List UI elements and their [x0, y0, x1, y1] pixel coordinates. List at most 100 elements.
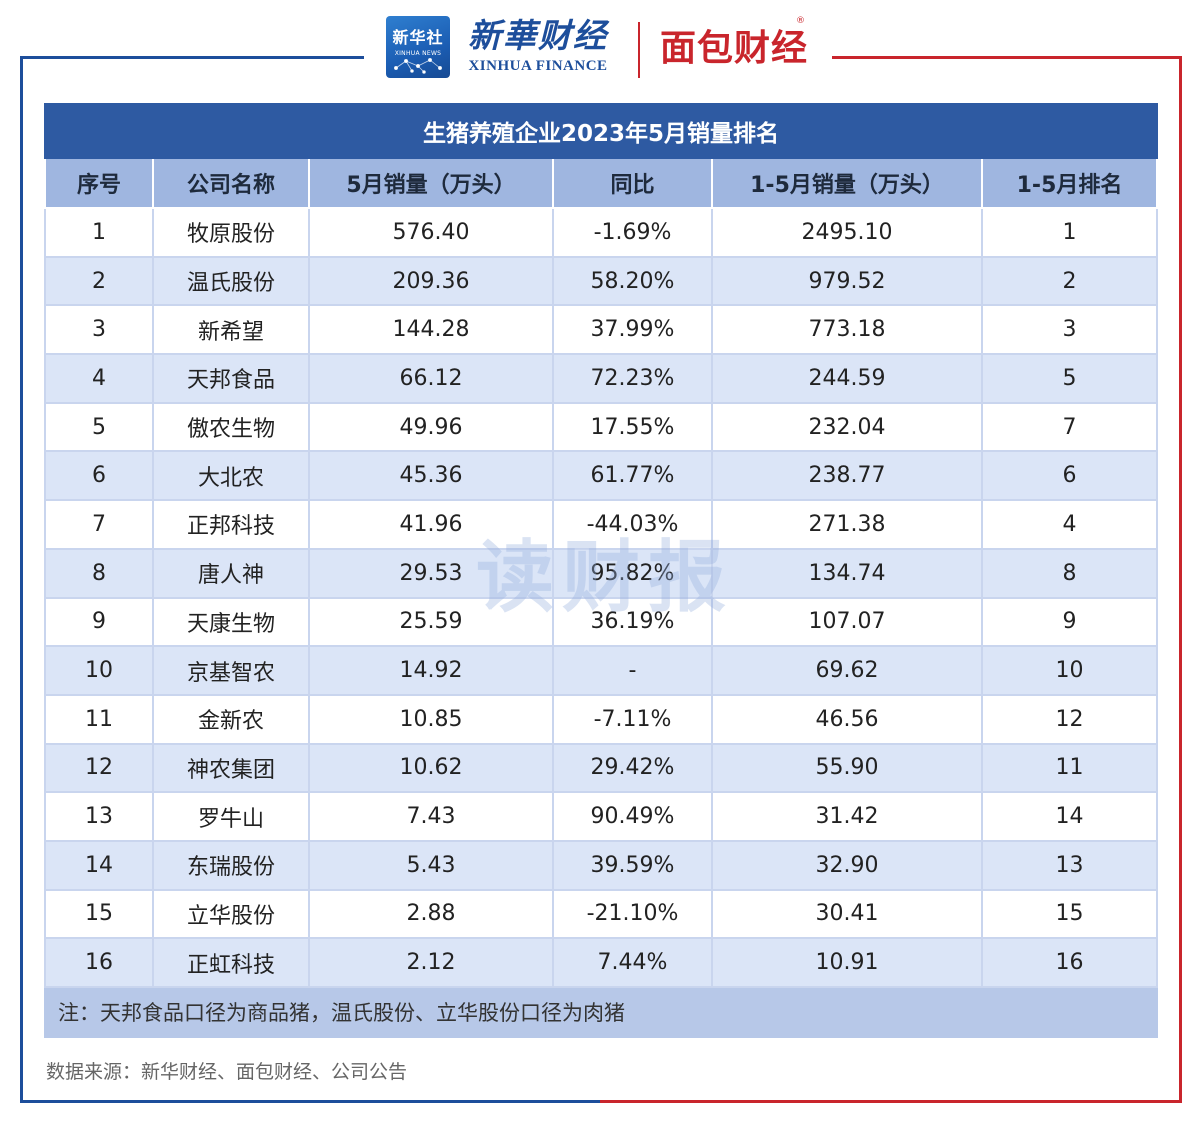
table-title: 生猪养殖企业2023年5月销量排名 [44, 103, 1158, 159]
table-row: 13 罗牛山 7.43 90.49% 31.42 14 [44, 791, 1158, 842]
table-cell: 7.43 [308, 791, 554, 842]
table-cell: 16 [44, 937, 154, 988]
table-cell: 2495.10 [711, 207, 983, 258]
table-cell: 10.62 [308, 742, 554, 794]
table-cell: 2.12 [308, 937, 554, 988]
table-cell: 14.92 [308, 645, 554, 696]
table-cell: 5 [44, 401, 154, 453]
table-row: 5 傲农生物 49.96 17.55% 232.04 7 [44, 401, 1158, 453]
table-cell: 1 [981, 207, 1158, 258]
table-cell: 15 [981, 888, 1158, 940]
table-row: 16 正虹科技 2.12 7.44% 10.91 16 [44, 937, 1158, 988]
table-cell: 4 [981, 499, 1158, 550]
table-cell: 正虹科技 [152, 937, 310, 988]
table-cell: 立华股份 [152, 888, 310, 940]
table-cell: 69.62 [711, 645, 983, 696]
table-cell: 31.42 [711, 791, 983, 842]
mianbao-caijing-logo: 面包财经 [660, 28, 809, 69]
column-header: 1-5月销量（万头） [711, 157, 983, 209]
table-cell: 8 [981, 547, 1158, 599]
column-header: 序号 [44, 157, 154, 209]
table-cell: 10.91 [711, 937, 983, 988]
table-cell: 唐人神 [152, 547, 310, 599]
table-cell: 9 [44, 596, 154, 648]
column-header: 1-5月排名 [981, 157, 1158, 209]
table-cell: 209.36 [308, 255, 554, 307]
column-header: 5月销量（万头） [308, 157, 554, 209]
table-cell: 正邦科技 [152, 499, 310, 550]
xinhua-logo-cn: 新华社 [392, 28, 444, 47]
table-cell: 144.28 [308, 304, 554, 356]
table-cell: 49.96 [308, 401, 554, 453]
table-cell: 11 [981, 742, 1158, 794]
table-cell: 神农集团 [152, 742, 310, 794]
column-header: 公司名称 [152, 157, 310, 209]
table-cell: 10.85 [308, 693, 554, 745]
table-cell: 2 [44, 255, 154, 307]
table-cell: 29.53 [308, 547, 554, 599]
table-cell: 95.82% [552, 547, 713, 599]
table-cell: 55.90 [711, 742, 983, 794]
table-cell: 7 [44, 499, 154, 550]
table-row: 3 新希望 144.28 37.99% 773.18 3 [44, 304, 1158, 356]
table-cell: 4 [44, 353, 154, 404]
table-cell: 61.77% [552, 450, 713, 502]
table-note: 注：天邦食品口径为商品猪，温氏股份、立华股份口径为肉猪 [44, 986, 1158, 1038]
table-cell: 12 [981, 693, 1158, 745]
table-row: 1 牧原股份 576.40 -1.69% 2495.10 1 [44, 207, 1158, 258]
table-cell: -1.69% [552, 207, 713, 258]
table-cell: 2 [981, 255, 1158, 307]
table-cell: 傲农生物 [152, 401, 310, 453]
table-cell: 京基智农 [152, 645, 310, 696]
table-cell: 576.40 [308, 207, 554, 258]
table-cell: -7.11% [552, 693, 713, 745]
table-cell: 25.59 [308, 596, 554, 648]
table-cell: 66.12 [308, 353, 554, 404]
table-row: 15 立华股份 2.88 -21.10% 30.41 15 [44, 888, 1158, 940]
table-cell: 9 [981, 596, 1158, 648]
table-cell: 2.88 [308, 888, 554, 940]
table-cell: 温氏股份 [152, 255, 310, 307]
table-cell: 天邦食品 [152, 353, 310, 404]
table-cell: 10 [981, 645, 1158, 696]
table-cell: 271.38 [711, 499, 983, 550]
table-cell: 6 [44, 450, 154, 502]
table-cell: 13 [44, 791, 154, 842]
table-cell: 39.59% [552, 839, 713, 891]
table-cell: - [552, 645, 713, 696]
table-row: 10 京基智农 14.92-69.62 10 [44, 645, 1158, 696]
table-cell: 10 [44, 645, 154, 696]
column-header: 同比 [552, 157, 713, 209]
table-cell: 13 [981, 839, 1158, 891]
table-body: 1 牧原股份 576.40 -1.69% 2495.10 1 2 温氏股份 209.36 58.2… [44, 207, 1158, 988]
table-row: 11 金新农 10.85 -7.11% 46.56 12 [44, 693, 1158, 745]
logo-divider [638, 22, 640, 78]
table-cell: 6 [981, 450, 1158, 502]
table-cell: 238.77 [711, 450, 983, 502]
xinhua-news-logo: 新华社 XINHUA NEWS [386, 16, 450, 78]
table-cell: 14 [44, 839, 154, 891]
table-cell: 7 [981, 401, 1158, 453]
xinhua-finance-logo-cn: 新華财经 [468, 16, 608, 55]
table-cell: 46.56 [711, 693, 983, 745]
table-cell: 107.07 [711, 596, 983, 648]
table-cell: 32.90 [711, 839, 983, 891]
table-cell: 58.20% [552, 255, 713, 307]
table-cell: 12 [44, 742, 154, 794]
table-cell: 11 [44, 693, 154, 745]
xinhua-logo-en: XINHUA NEWS [394, 50, 442, 57]
table-row: 8 唐人神 29.53 95.82% 134.74 8 [44, 547, 1158, 599]
table-cell: 金新农 [152, 693, 310, 745]
table-cell: 17.55% [552, 401, 713, 453]
table-cell: 29.42% [552, 742, 713, 794]
table-row: 9 天康生物 25.59 36.19% 107.07 9 [44, 596, 1158, 648]
table-cell: 30.41 [711, 888, 983, 940]
table-cell: 90.49% [552, 791, 713, 842]
table-cell: 37.99% [552, 304, 713, 356]
registered-mark: ® [796, 16, 805, 26]
table-cell: 新希望 [152, 304, 310, 356]
table-cell: 773.18 [711, 304, 983, 356]
table-cell: 牧原股份 [152, 207, 310, 258]
table-cell: 232.04 [711, 401, 983, 453]
table-row: 4 天邦食品 66.12 72.23% 244.59 5 [44, 353, 1158, 404]
